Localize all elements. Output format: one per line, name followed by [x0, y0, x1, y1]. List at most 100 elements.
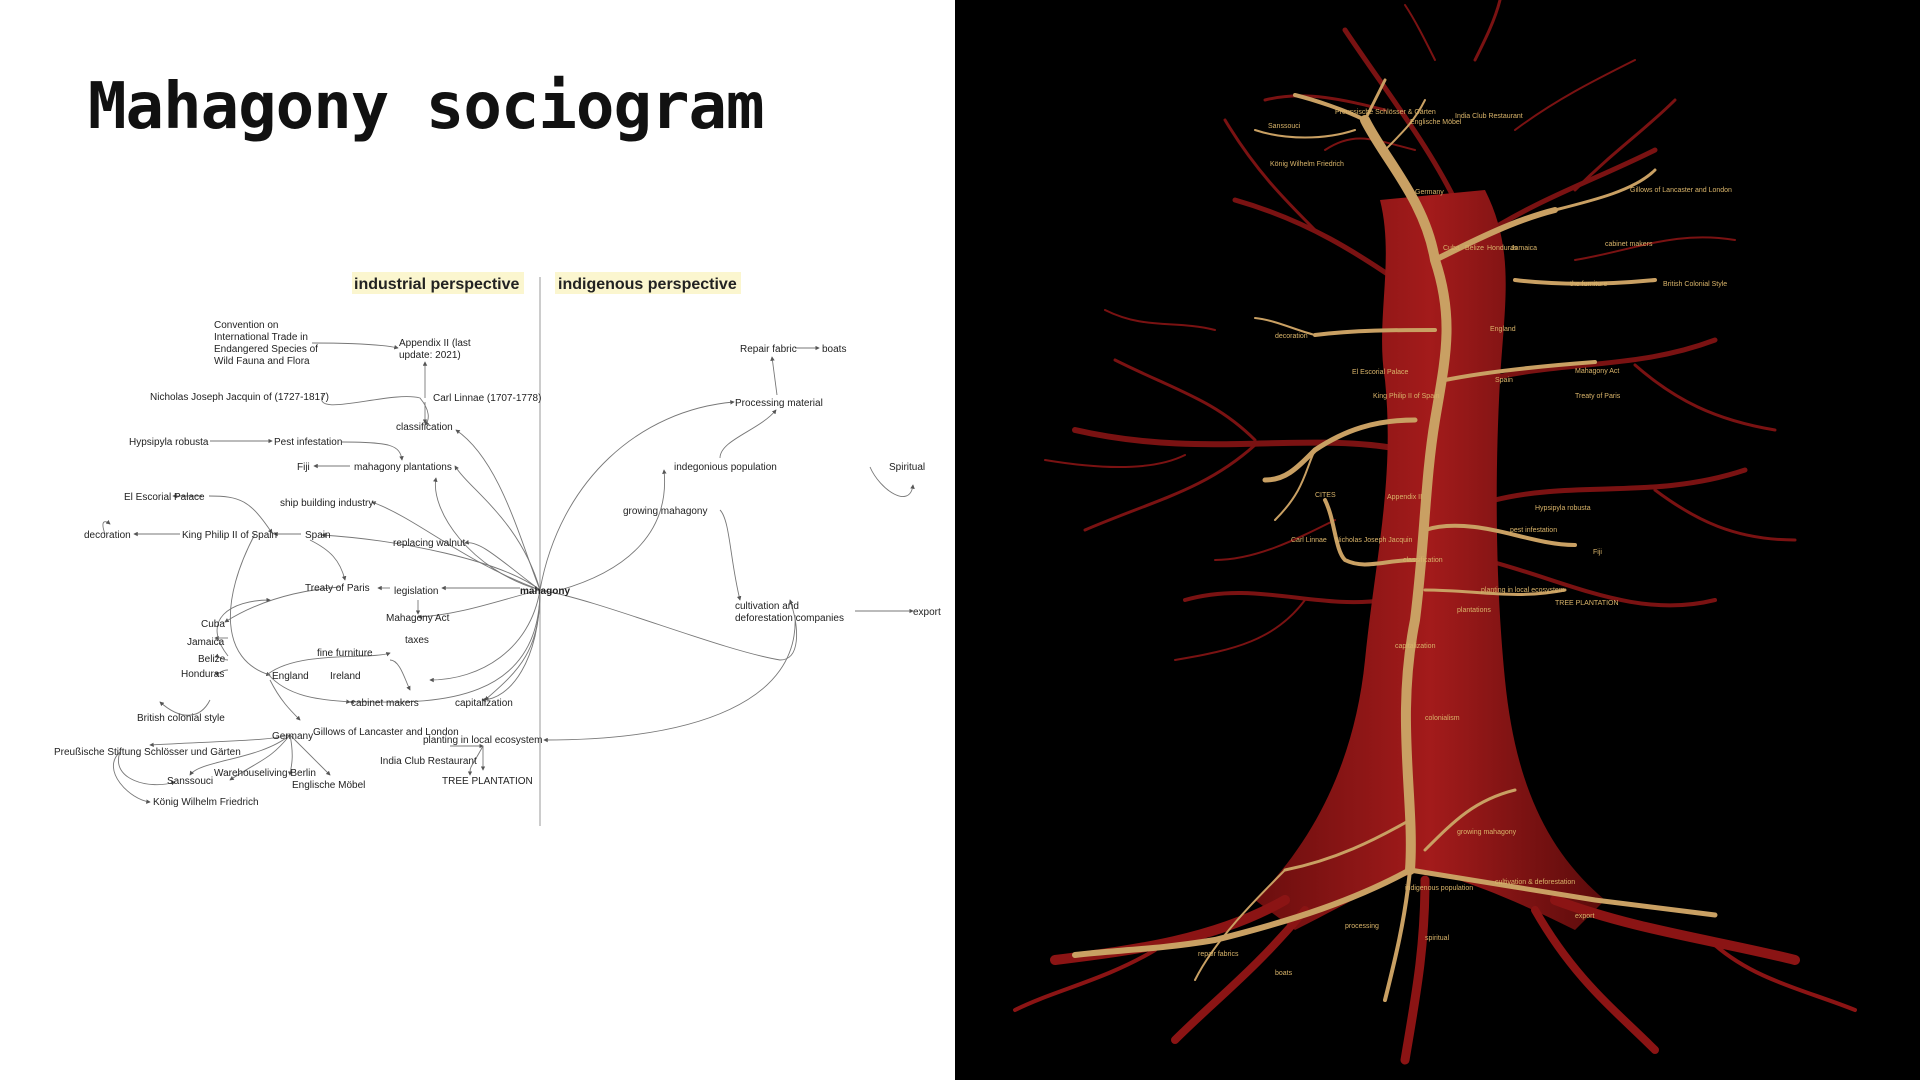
tree-labels: Preussische Schlösser & Gärten Sanssouci…	[1198, 109, 1732, 977]
node-cuba: Cuba	[201, 619, 225, 630]
node-shipbuilding: ship building industry	[280, 498, 373, 509]
sociogram-edges	[102, 342, 915, 804]
indigenous-header-highlight	[555, 272, 741, 294]
node-gillows: Gillows of Lancaster and London	[313, 727, 459, 738]
node-growing: growing mahagony	[623, 506, 708, 517]
tree-label-classification: classification	[1403, 557, 1443, 564]
node-philip: King Philip II of Spain	[182, 530, 277, 541]
node-fiji: Fiji	[297, 462, 310, 473]
tree-gold-branches	[1072, 78, 1718, 1002]
tree-label-planting: planting in local ecosystem	[1481, 587, 1565, 594]
node-cultivation-line2: deforestation companies	[735, 613, 844, 624]
node-germany: Germany	[272, 731, 313, 742]
tree-label-jacquin: Nicholas Joseph Jacquin	[1335, 537, 1413, 544]
node-stiftung: Preußische Stiftung Schlösser und Gärten	[54, 747, 241, 758]
node-paris: Treaty of Paris	[305, 583, 370, 594]
node-cites-line1: Convention on	[214, 320, 279, 331]
node-pest: Pest infestation	[274, 437, 342, 448]
slide-title: Mahagony sociogram	[88, 70, 765, 144]
tree-label-plantations: plantations	[1457, 607, 1491, 614]
node-englische: Englische Möbel	[292, 780, 365, 791]
tree-label-spiritual: spiritual	[1425, 935, 1450, 942]
tree-label-stiftung: Preussische Schlösser & Gärten	[1335, 109, 1436, 116]
tree-label-jamaica: Jamaica	[1511, 245, 1537, 252]
node-cabinet: cabinet makers	[351, 698, 419, 709]
node-taxes: taxes	[405, 635, 429, 646]
tree-label-hypsipyla: Hypsipyla robusta	[1535, 505, 1591, 512]
node-boats: boats	[822, 344, 846, 355]
tree-label-furniture: the furniture	[1570, 281, 1607, 288]
tree-label-escorial: El Escorial Palace	[1352, 369, 1409, 376]
node-honduras: Honduras	[181, 669, 224, 680]
tree-label-decoration: decoration	[1275, 333, 1308, 340]
node-cites-line4: Wild Fauna and Flora	[214, 356, 310, 367]
node-england: England	[272, 671, 309, 682]
node-hypsipyla: Hypsipyla robusta	[129, 437, 209, 448]
right-panel: Preussische Schlösser & Gärten Sanssouci…	[955, 0, 1920, 1080]
tree-label-pest: pest infestation	[1510, 527, 1557, 534]
tree-trunk	[1255, 190, 1605, 930]
tree-label-indigenous: indigenous population	[1405, 885, 1473, 892]
tree-label-sanssouci: Sanssouci	[1268, 123, 1301, 130]
node-tree-plantation: TREE PLANTATION	[442, 776, 533, 787]
node-act: Mahagony Act	[386, 613, 450, 624]
node-decoration: decoration	[84, 530, 131, 541]
node-capitalization: capitalization	[455, 698, 513, 709]
tree-label-england: England	[1490, 326, 1516, 333]
tree-label-boats: boats	[1275, 970, 1293, 977]
node-spiritual: Spiritual	[889, 462, 925, 473]
node-appendix-line1: Appendix II (last	[399, 338, 471, 349]
tree-label-fiji: Fiji	[1593, 549, 1602, 556]
tree-label-cuba: Cuba	[1443, 245, 1460, 252]
node-jamaica: Jamaica	[187, 637, 225, 648]
node-repair: Repair fabric	[740, 344, 797, 355]
tree-label-germany: Germany	[1415, 189, 1444, 196]
node-mahagony-hub: mahagony	[520, 586, 570, 597]
node-furniture: fine furniture	[317, 648, 373, 659]
node-cultivation-line1: cultivation and	[735, 601, 799, 612]
node-legislation: legislation	[394, 586, 438, 597]
tree-label-paris: Treaty of Paris	[1575, 393, 1621, 400]
tree-label-colonialism: colonialism	[1425, 715, 1460, 722]
node-cites-line3: Endangered Species of	[214, 344, 318, 355]
tree-label-cabinet: cabinet makers	[1605, 241, 1653, 248]
industrial-header-highlight	[352, 272, 524, 294]
tree-label-honduras: Honduras	[1487, 245, 1518, 252]
sociogram-diagram: industrial perspective indigenous perspe…	[54, 272, 941, 826]
node-export: export	[913, 607, 941, 618]
node-cites-line2: International Trade in	[214, 332, 308, 343]
tree-label-growing: growing mahagony	[1457, 829, 1517, 836]
tree-label-philip: King Philip II of Spain	[1373, 393, 1440, 400]
node-indigenous-population: indegonious population	[674, 462, 777, 473]
node-classification: classification	[396, 422, 453, 433]
indigenous-perspective-header: indigenous perspective	[558, 276, 737, 293]
tree-label-koenig: König Wilhelm Friedrich	[1270, 161, 1344, 168]
node-sanssouci: Sanssouci	[167, 776, 213, 787]
tree-label-belize: Belize	[1465, 245, 1484, 252]
node-ireland: Ireland	[330, 671, 361, 682]
tree-label-colonial: British Colonial Style	[1663, 281, 1727, 288]
tree-label-processing: processing	[1345, 923, 1379, 930]
left-panel: Mahagony sociogram industrial perspectiv…	[0, 0, 955, 1080]
tree-label-cultivation: cultivation & deforestation	[1495, 879, 1575, 886]
tree-label-gillows: Gillows of Lancaster and London	[1630, 187, 1732, 194]
node-spain: Spain	[305, 530, 331, 541]
node-india: India Club Restaurant	[380, 756, 477, 767]
node-jacquin: Nicholas Joseph Jacquin of (1727-1817)	[150, 392, 329, 403]
sociogram-nodes: Convention on International Trade in End…	[54, 320, 941, 808]
node-escorial: El Escorial Palace	[124, 492, 205, 503]
tree-label-tree-plantation: TREE PLANTATION	[1555, 600, 1619, 607]
node-planting: planting in local ecosystem	[423, 735, 543, 746]
node-processing: Processing material	[735, 398, 823, 409]
node-colonial: British colonial style	[137, 713, 225, 724]
node-appendix-line2: update: 2021)	[399, 350, 461, 361]
mahagony-tree-illustration: Preussische Schlösser & Gärten Sanssouci…	[1013, 0, 1857, 1065]
tree-label-india: India Club Restaurant	[1455, 113, 1523, 120]
tree-label-appendix: Appendix II	[1387, 494, 1422, 501]
node-warehouse: Warehouseliving Berlin	[214, 768, 316, 779]
tree-label-cites: CITES	[1315, 492, 1336, 499]
tree-label-act: Mahagony Act	[1575, 368, 1619, 375]
tree-roots	[1013, 875, 1857, 1065]
tree-label-capitalization: capitalization	[1395, 643, 1436, 650]
tree-label-repair: repair fabrics	[1198, 951, 1239, 958]
